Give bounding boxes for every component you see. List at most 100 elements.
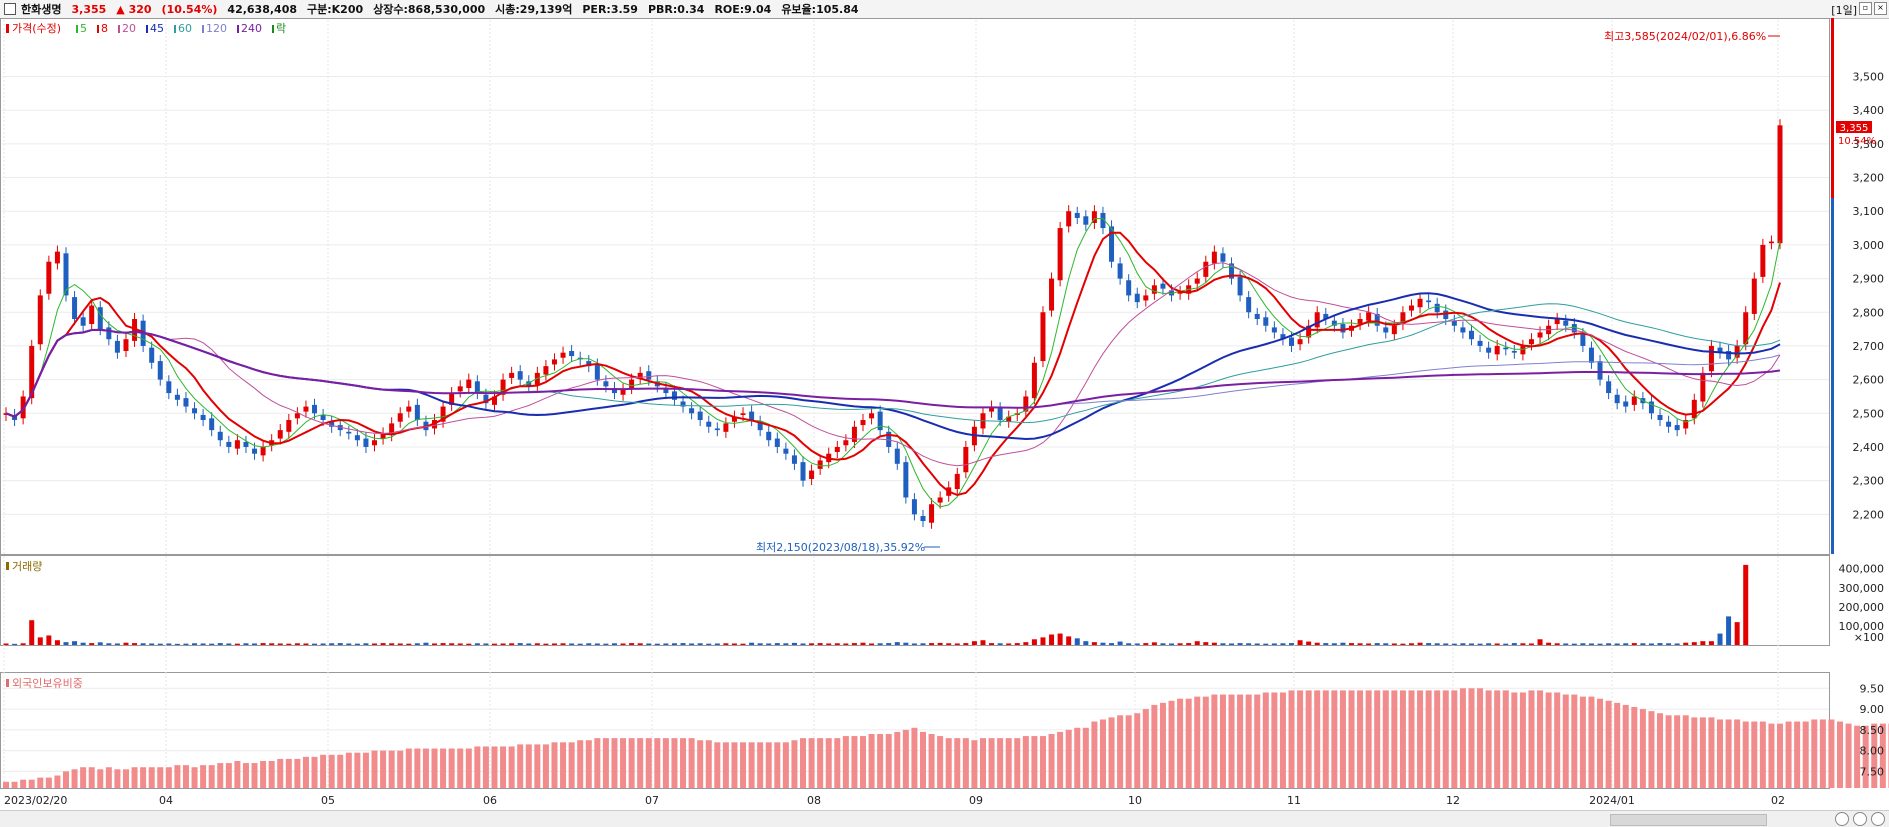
- foreign-bar: [1134, 713, 1141, 788]
- foreign-bar: [1819, 719, 1826, 788]
- candle-body: [1263, 317, 1269, 326]
- volume-bar: [629, 643, 635, 645]
- candle-body: [783, 448, 789, 454]
- candle-body: [663, 388, 669, 394]
- period-button[interactable]: [1일]: [1831, 4, 1857, 17]
- foreign-bar: [885, 734, 892, 788]
- candle-body: [714, 428, 720, 431]
- foreign-bar: [1708, 717, 1715, 788]
- foreign-bar: [1048, 734, 1055, 788]
- stock-chart[interactable]: 2023/02/20 04 05 06 07 08 09 10 11 12 2024/01 02 2,2…: [0, 18, 1889, 810]
- x-tick-label: 08: [807, 794, 821, 807]
- zoom-out-icon[interactable]: [1853, 812, 1867, 826]
- volume-bar: [1066, 636, 1072, 645]
- legend-ma-swatch: [174, 25, 176, 33]
- foreign-bar: [868, 734, 875, 788]
- candle-body: [37, 295, 43, 345]
- foreign-bar: [1408, 690, 1415, 788]
- header-checkbox[interactable]: [4, 3, 16, 15]
- volume-bar: [680, 643, 686, 645]
- volume-bar: [1006, 643, 1012, 645]
- volume-bar: [654, 643, 660, 645]
- chart-scrollbar[interactable]: [0, 810, 1889, 827]
- volume-bar: [217, 643, 223, 645]
- candle-body: [1066, 211, 1072, 227]
- candle-body: [671, 391, 677, 400]
- foreign-bar: [491, 746, 498, 788]
- foreign-bar: [260, 761, 267, 788]
- foreign-bar: [671, 738, 678, 788]
- foreign-bar: [1588, 696, 1595, 788]
- volume-bar: [1700, 641, 1706, 645]
- volume-bar: [380, 643, 386, 645]
- foreign-bar: [817, 738, 824, 788]
- foreign-bar: [637, 738, 644, 788]
- candle-body: [1597, 361, 1603, 380]
- volume-bar: [1726, 616, 1732, 645]
- price-y-tick: 2,400: [1853, 441, 1885, 454]
- volume-bar: [123, 642, 129, 645]
- volume-bar: [937, 642, 943, 645]
- candle-body: [1417, 298, 1423, 308]
- price-y-tick: 3,100: [1853, 205, 1885, 218]
- volume-bar: [689, 643, 695, 645]
- foreign-bar: [1254, 694, 1261, 788]
- minimize-icon[interactable]: ▫: [1859, 2, 1872, 15]
- candle-body: [1528, 339, 1534, 345]
- close-icon[interactable]: ×: [1874, 2, 1887, 15]
- legend-ma-label: 240: [241, 22, 262, 35]
- volume-bar: [526, 643, 532, 645]
- volume-bar: [432, 643, 438, 645]
- volume-bar: [543, 643, 549, 645]
- candle-body: [526, 381, 532, 387]
- foreign-bar: [894, 731, 901, 788]
- foreign-bar: [1374, 690, 1381, 788]
- foreign-bar: [551, 742, 558, 788]
- volume-panel[interactable]: [0, 555, 1830, 646]
- candle-body: [894, 448, 900, 464]
- volume-bar: [269, 643, 275, 645]
- volume-bar: [406, 643, 412, 645]
- foreign-bar: [20, 779, 27, 788]
- foreign-bar: [122, 769, 129, 788]
- zoom-in-icon[interactable]: [1835, 812, 1849, 826]
- candle-body: [886, 431, 892, 447]
- volume-bar: [603, 643, 609, 645]
- candle-body: [474, 381, 480, 394]
- volume-bar: [54, 640, 60, 645]
- volume-bar: [1511, 643, 1517, 645]
- candle-body: [1323, 313, 1329, 319]
- volume-bar: [1366, 643, 1372, 645]
- foreign-bar: [1494, 690, 1501, 788]
- foreign-bar: [1605, 700, 1612, 788]
- volume-bar: [1426, 643, 1432, 645]
- foreign-bar: [1074, 727, 1081, 788]
- foreign-bar: [1631, 707, 1638, 788]
- foreign-bar: [1014, 738, 1021, 788]
- candle-body: [174, 394, 180, 400]
- volume-bar: [903, 642, 909, 645]
- volume-bar: [646, 643, 652, 645]
- candle-body: [1211, 251, 1217, 264]
- scrollbar-thumb[interactable]: [1610, 814, 1767, 826]
- candle-body: [1477, 340, 1483, 346]
- foreign-bar: [1639, 709, 1646, 788]
- candle-body: [1237, 276, 1243, 296]
- candle-body: [20, 396, 26, 419]
- foreign-bar: [508, 746, 515, 788]
- foreign-bar: [1519, 692, 1526, 788]
- volume-bar: [1554, 643, 1560, 645]
- volume-bar: [1323, 643, 1329, 645]
- foreign-bar: [962, 738, 969, 788]
- volume-bar: [1383, 643, 1389, 645]
- foreign-bar: [1357, 690, 1364, 788]
- zoom-reset-icon[interactable]: [1871, 812, 1885, 826]
- candle-body: [1777, 125, 1783, 244]
- volume-bar: [586, 643, 592, 645]
- price-panel[interactable]: [0, 18, 1830, 555]
- foreign-bar: [1468, 688, 1475, 788]
- volume-bar: [1460, 643, 1466, 645]
- candle-body: [1666, 421, 1672, 427]
- foreign-bar: [62, 771, 69, 788]
- foreign-bar: [1836, 721, 1843, 788]
